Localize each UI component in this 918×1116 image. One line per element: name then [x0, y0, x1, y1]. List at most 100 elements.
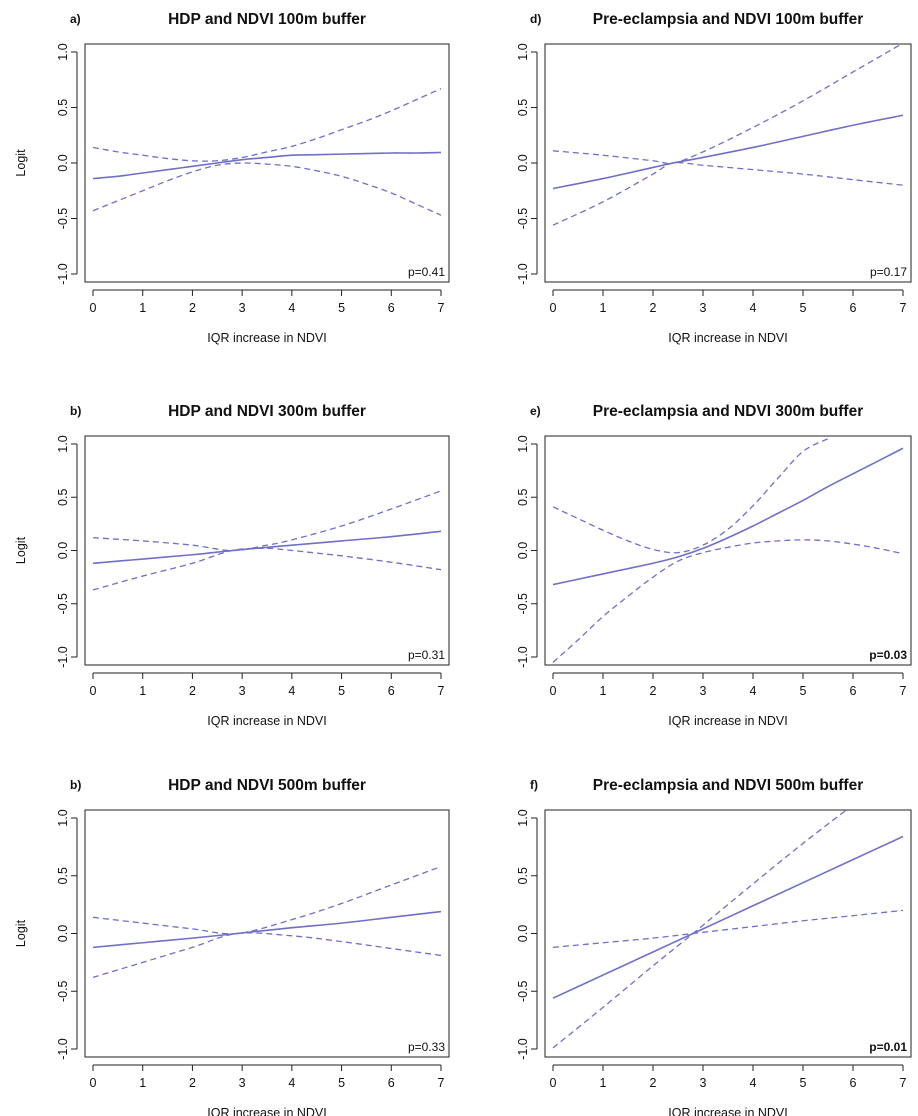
series-line-estimate [92, 530, 442, 565]
y-tick-label: 0.5 [56, 867, 70, 884]
panel-letter: b) [70, 778, 81, 792]
panel-letter: b) [70, 404, 81, 418]
chart-title: Pre-eclampsia and NDVI 500m buffer [593, 777, 864, 794]
x-axis-label: IQR increase in NDVI [668, 1106, 787, 1116]
series-group [552, 438, 904, 663]
series-line-estimate [552, 835, 904, 999]
panel-letter: f) [530, 778, 538, 792]
y-tick-label: -1.0 [56, 263, 70, 285]
x-tick-label: 1 [139, 301, 146, 315]
x-axis-label: IQR increase in NDVI [207, 331, 326, 345]
chart-panel-2: b) HDP and NDVI 300m buffer 0 1 2 3 4 5 6 7 -1.0 -0… [14, 403, 450, 728]
x-tick-label: 7 [900, 684, 907, 698]
y-tick-label: -1.0 [516, 263, 530, 285]
x-tick-label: 3 [239, 301, 246, 315]
y-tick-label: -0.5 [516, 208, 530, 230]
y-tick-label: -1.0 [516, 1038, 530, 1060]
y-tick-label: -0.5 [56, 593, 70, 615]
plot-frame [84, 435, 450, 666]
y-tick-label: 1.0 [56, 809, 70, 826]
x-tick-label: 5 [800, 684, 807, 698]
y-tick-label: -1.0 [516, 646, 530, 668]
x-tick-label: 1 [139, 1076, 146, 1090]
x-tick-label: 2 [189, 1076, 196, 1090]
x-tick-label: 4 [750, 301, 757, 315]
y-tick-label: 0.5 [56, 99, 70, 116]
y-axis-label: Logit [14, 149, 28, 177]
x-tick-label: 3 [239, 1076, 246, 1090]
series-line-upper-ci [552, 909, 904, 949]
plot-frame [544, 435, 912, 666]
x-axis-label: IQR increase in NDVI [668, 331, 787, 345]
chart-title: HDP and NDVI 100m buffer [168, 11, 366, 28]
series-group [92, 490, 442, 591]
y-tick-label: 1.0 [56, 43, 70, 60]
x-tick-label: 1 [600, 1076, 607, 1090]
x-tick-label: 3 [239, 684, 246, 698]
panel-letter: d) [530, 12, 541, 26]
y-axis-label: Logit [14, 536, 28, 564]
x-tick-label: 0 [550, 1076, 557, 1090]
p-value-annotation: p=0.01 [869, 1040, 907, 1054]
x-tick-label: 4 [288, 684, 295, 698]
series-line-lower-ci [552, 161, 904, 226]
y-tick-label: 1.0 [516, 809, 530, 826]
p-value-annotation: p=0.31 [408, 648, 445, 662]
y-tick-label: 0.5 [516, 489, 530, 506]
y-tick-label: 0.0 [516, 925, 530, 942]
chart-title: Pre-eclampsia and NDVI 100m buffer [593, 11, 864, 28]
y-tick-label: 0.5 [516, 867, 530, 884]
x-tick-label: 2 [189, 684, 196, 698]
x-tick-label: 6 [388, 301, 395, 315]
p-value-annotation: p=0.33 [408, 1040, 445, 1054]
series-line-lower-ci [552, 810, 848, 1049]
x-tick-label: 0 [550, 684, 557, 698]
series-line-upper-ci [552, 438, 829, 554]
x-tick-label: 7 [438, 684, 445, 698]
x-tick-label: 6 [850, 301, 857, 315]
x-tick-label: 1 [600, 684, 607, 698]
y-axis-label: Logit [14, 919, 28, 947]
series-line-estimate [92, 151, 442, 180]
x-tick-label: 6 [388, 684, 395, 698]
y-tick-label: 1.0 [516, 43, 530, 60]
x-tick-label: 7 [900, 1076, 907, 1090]
y-tick-label: 1.0 [56, 435, 70, 452]
series-group [92, 865, 442, 979]
series-line-estimate [92, 910, 442, 949]
x-tick-label: 2 [650, 684, 657, 698]
chart-panel-6: f) Pre-eclampsia and NDVI 500m buffer 0 1 2 3… [516, 777, 912, 1116]
y-tick-label: 0.0 [56, 154, 70, 171]
chart-panel-3: b) HDP and NDVI 500m buffer 0 1 2 3 4 5 6 7 -1.0 -0… [14, 777, 450, 1116]
chart-title: Pre-eclampsia and NDVI 300m buffer [593, 403, 864, 420]
series-group [552, 44, 904, 226]
y-tick-label: -1.0 [56, 646, 70, 668]
y-tick-label: 0.0 [516, 542, 530, 559]
series-group [92, 88, 442, 216]
series-line-lower-ci [92, 932, 442, 979]
y-tick-label: 0.0 [56, 542, 70, 559]
x-tick-label: 6 [850, 1076, 857, 1090]
x-tick-label: 5 [800, 1076, 807, 1090]
series-line-upper-ci [92, 865, 442, 935]
x-tick-label: 0 [550, 301, 557, 315]
x-tick-label: 0 [90, 301, 97, 315]
series-line-lower-ci [92, 547, 442, 591]
plot-frame [84, 809, 450, 1058]
x-tick-label: 1 [600, 301, 607, 315]
x-tick-label: 7 [438, 1076, 445, 1090]
chart-panel-5: e) Pre-eclampsia and NDVI 300m buffer 0 1 2 3… [516, 403, 912, 728]
x-tick-label: 7 [900, 301, 907, 315]
x-tick-label: 4 [750, 1076, 757, 1090]
panel-letter: e) [530, 404, 541, 418]
y-tick-label: -0.5 [56, 980, 70, 1002]
p-value-annotation: p=0.17 [870, 265, 907, 279]
series-line-upper-ci [92, 88, 442, 162]
x-axis-label: IQR increase in NDVI [207, 1106, 326, 1116]
y-tick-label: -0.5 [516, 980, 530, 1002]
x-tick-label: 4 [288, 301, 295, 315]
y-tick-label: 0.0 [516, 154, 530, 171]
x-tick-label: 6 [388, 1076, 395, 1090]
panel-letter: a) [70, 12, 81, 26]
